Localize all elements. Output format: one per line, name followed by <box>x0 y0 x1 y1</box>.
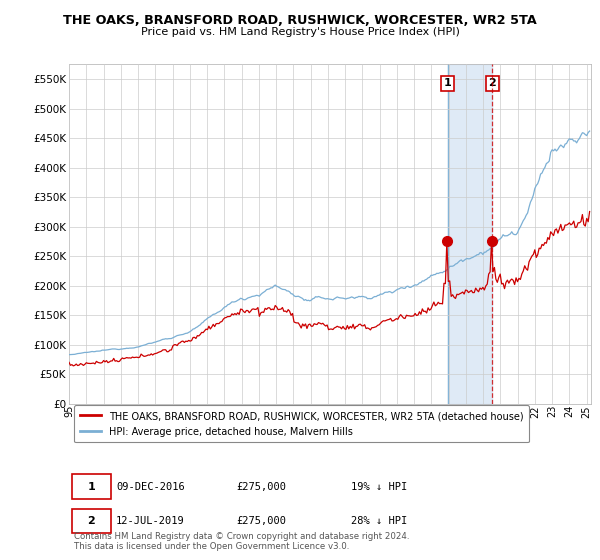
Text: £275,000: £275,000 <box>236 516 286 526</box>
Legend: THE OAKS, BRANSFORD ROAD, RUSHWICK, WORCESTER, WR2 5TA (detached house), HPI: Av: THE OAKS, BRANSFORD ROAD, RUSHWICK, WORC… <box>74 405 529 442</box>
Text: Price paid vs. HM Land Registry's House Price Index (HPI): Price paid vs. HM Land Registry's House … <box>140 27 460 37</box>
Text: 12-JUL-2019: 12-JUL-2019 <box>116 516 185 526</box>
Text: 19% ↓ HPI: 19% ↓ HPI <box>351 482 407 492</box>
Text: 28% ↓ HPI: 28% ↓ HPI <box>351 516 407 526</box>
Text: 1: 1 <box>88 482 95 492</box>
FancyBboxPatch shape <box>71 474 111 498</box>
Text: 09-DEC-2016: 09-DEC-2016 <box>116 482 185 492</box>
Text: 2: 2 <box>488 78 496 88</box>
Text: Contains HM Land Registry data © Crown copyright and database right 2024.
This d: Contains HM Land Registry data © Crown c… <box>74 532 410 552</box>
FancyBboxPatch shape <box>71 509 111 533</box>
Text: £275,000: £275,000 <box>236 482 286 492</box>
Text: THE OAKS, BRANSFORD ROAD, RUSHWICK, WORCESTER, WR2 5TA: THE OAKS, BRANSFORD ROAD, RUSHWICK, WORC… <box>63 14 537 27</box>
Text: 1: 1 <box>443 78 451 88</box>
Text: 2: 2 <box>88 516 95 526</box>
